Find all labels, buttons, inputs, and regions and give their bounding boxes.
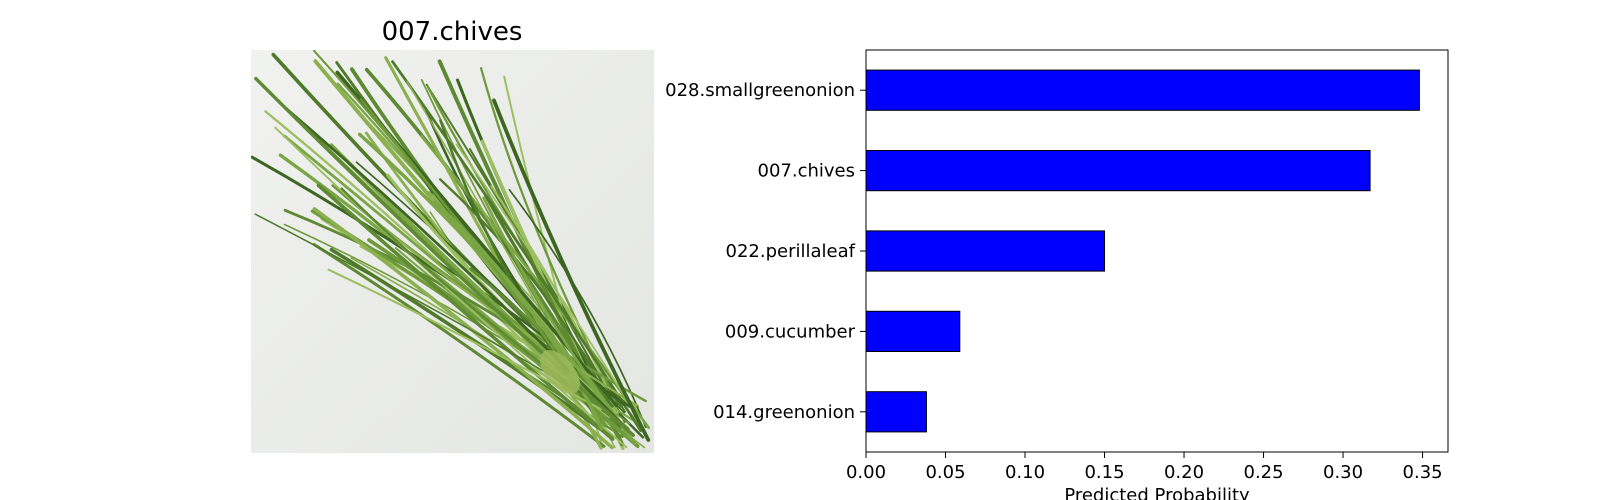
chive-strands xyxy=(251,50,651,451)
x-tick-label: 0.00 xyxy=(846,462,886,483)
x-tick-label: 0.10 xyxy=(1005,462,1045,483)
bar-009.cucumber xyxy=(865,310,961,352)
bar-014.greenonion xyxy=(865,391,927,433)
x-tick-label: 0.05 xyxy=(925,462,965,483)
y-tick-label: 028.smallgreenonion xyxy=(665,80,855,101)
bar-007.chives xyxy=(865,150,1371,192)
x-tick-label: 0.20 xyxy=(1164,462,1204,483)
bar-022.perillaleaf xyxy=(865,230,1106,272)
y-tick-label: 007.chives xyxy=(758,161,856,182)
y-tick-label: 009.cucumber xyxy=(725,321,856,342)
x-tick-label: 0.35 xyxy=(1403,462,1443,483)
y-tick-label: 014.greenonion xyxy=(713,402,855,423)
x-axis-label: Predicted Probability xyxy=(1064,485,1250,500)
x-tick-label: 0.15 xyxy=(1084,462,1124,483)
x-tick-label: 0.25 xyxy=(1244,462,1284,483)
chives-image xyxy=(251,50,654,453)
bar-028.smallgreenonion xyxy=(865,69,1420,111)
y-tick-label: 022.perillaleaf xyxy=(726,241,856,262)
bar-chart: 028.smallgreenonion 007.chives 022.perilla… xyxy=(665,49,1449,500)
image-title: 007.chives xyxy=(382,17,523,47)
x-tick-label: 0.30 xyxy=(1323,462,1363,483)
